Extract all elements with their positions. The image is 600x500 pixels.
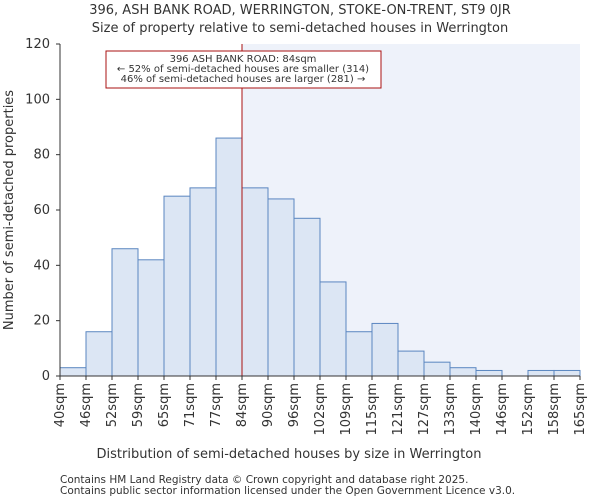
x-tick-label: 115sqm — [365, 383, 380, 436]
x-tick-label: 158sqm — [547, 383, 562, 436]
histogram-bar — [423, 361, 451, 377]
footer-line1: Contains HM Land Registry data © Crown c… — [60, 474, 468, 486]
x-tick-label: 59sqm — [131, 383, 146, 427]
annotation-box: 396 ASH BANK ROAD: 84sqm ← 52% of semi-d… — [105, 50, 382, 89]
x-tick-label: 77sqm — [209, 383, 224, 427]
x-tick-label: 165sqm — [573, 383, 588, 436]
footer-line2: Contains public sector information licen… — [60, 485, 515, 497]
x-tick-label: 133sqm — [443, 383, 458, 436]
annotation-title: 396 ASH BANK ROAD: 84sqm — [170, 54, 317, 65]
y-tick-label: 0 — [42, 369, 50, 384]
x-tick-label: 127sqm — [417, 383, 432, 436]
x-tick-label: 121sqm — [391, 383, 406, 436]
histogram-bar — [111, 248, 139, 377]
histogram-bar — [319, 281, 347, 377]
histogram-bar — [215, 137, 243, 377]
histogram-bar — [553, 369, 581, 377]
x-tick-label: 46sqm — [79, 383, 94, 427]
y-tick-label: 100 — [25, 92, 50, 107]
histogram-bar — [241, 187, 269, 377]
y-tick-label: 20 — [33, 314, 50, 329]
x-tick-label: 71sqm — [183, 383, 198, 427]
x-tick-label: 146sqm — [495, 383, 510, 436]
y-tick-label: 80 — [33, 148, 50, 163]
histogram-bar — [371, 322, 399, 377]
histogram-bar — [345, 331, 373, 377]
histogram-bar — [59, 367, 87, 377]
histogram-bar — [475, 369, 503, 377]
x-tick-label: 152sqm — [521, 383, 536, 436]
histogram-bar — [137, 259, 165, 377]
histogram-bar — [267, 198, 295, 377]
y-tick-label: 40 — [33, 258, 50, 273]
annotation-border — [105, 50, 382, 89]
x-tick-label: 102sqm — [313, 383, 328, 436]
x-tick-label: 90sqm — [261, 383, 276, 427]
x-tick-label: 65sqm — [157, 383, 172, 427]
y-axis-title: Number of semi-detached properties — [2, 90, 17, 330]
x-tick-label: 96sqm — [287, 383, 302, 427]
histogram-bar — [85, 331, 113, 377]
histogram-bar — [293, 217, 321, 377]
annotation-larger: 46% of semi-detached houses are larger (… — [121, 74, 366, 85]
histogram-bar — [397, 350, 425, 377]
chart-title-line1: 396, ASH BANK ROAD, WERRINGTON, STOKE-ON… — [89, 3, 511, 18]
annotation-smaller: ← 52% of semi-detached houses are smalle… — [117, 64, 369, 75]
x-tick-label: 40sqm — [53, 383, 68, 427]
x-tick-label: 109sqm — [339, 383, 354, 436]
x-axis-title: Distribution of semi-detached houses by … — [97, 447, 482, 462]
histogram-bar — [449, 367, 477, 377]
x-tick-label: 140sqm — [469, 383, 484, 436]
histogram-bar — [527, 369, 555, 377]
histogram-bar — [189, 187, 217, 377]
x-tick-label: 84sqm — [235, 383, 250, 427]
chart-title-line2: Size of property relative to semi-detach… — [92, 21, 508, 36]
x-tick-label: 52sqm — [105, 383, 120, 427]
histogram-bar — [163, 195, 191, 377]
y-tick-label: 60 — [33, 203, 50, 218]
y-tick-label: 120 — [25, 37, 50, 52]
